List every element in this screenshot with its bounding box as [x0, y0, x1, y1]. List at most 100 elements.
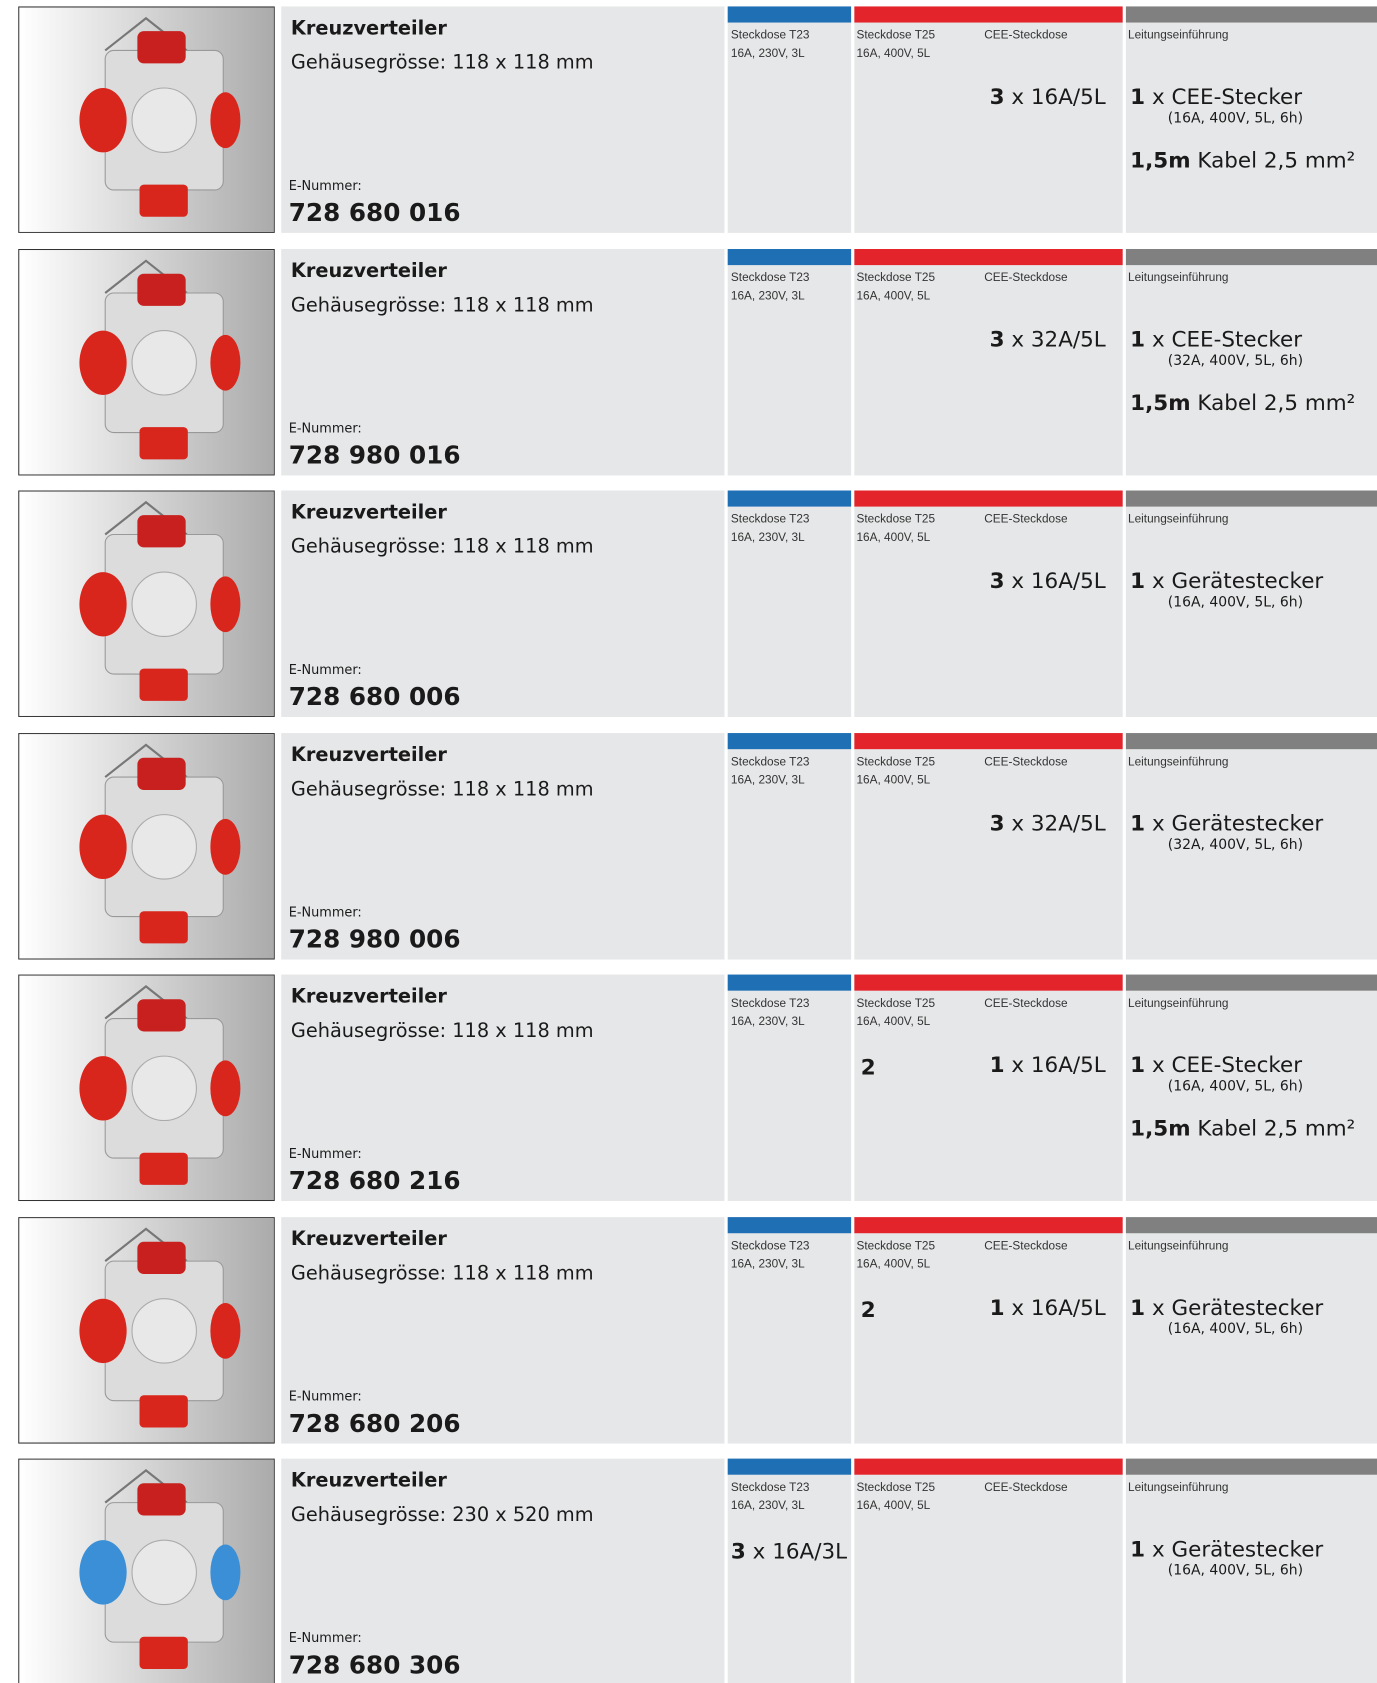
catalog-page: Kreuzverteiler Gehäusegrösse: 118 x 118 m…	[0, 0, 1377, 1683]
bar-blue	[728, 1217, 851, 1233]
bar-gray	[1126, 975, 1377, 991]
item: x CEE-Stecker	[1152, 1052, 1302, 1078]
t23-header-line: 16A, 230V, 3L	[731, 1497, 810, 1515]
e-number: 728 680 016	[289, 200, 461, 228]
housing-size: Gehäusegrösse: 118 x 118 mm	[291, 52, 594, 75]
bar-red	[854, 733, 1122, 749]
t23-header-line: Steckdose T23	[731, 511, 810, 529]
product-image	[18, 1217, 275, 1443]
t23-header-line: Steckdose T23	[731, 995, 810, 1013]
inlet-detail: (16A, 400V, 5L, 6h)	[1168, 1079, 1303, 1095]
inlet-detail: (32A, 400V, 5L, 6h)	[1168, 353, 1303, 369]
e-number-label: E-Nummer:	[289, 178, 362, 193]
t25-header-line: 16A, 400V, 5L	[856, 771, 935, 789]
product-image	[18, 975, 275, 1201]
t25-header-line: 16A, 400V, 5L	[856, 1013, 935, 1031]
count: 1	[990, 1294, 1005, 1320]
inlet-header: Leitungseinführung	[1128, 27, 1228, 45]
e-number: 728 680 216	[289, 1168, 461, 1196]
cable: 1,5m Kabel 2,5 mm²	[1130, 389, 1355, 415]
housing-size: Gehäusegrösse: 230 x 520 mm	[291, 1504, 594, 1527]
bar-red	[854, 1217, 1122, 1233]
cee-header: CEE-Steckdose	[984, 511, 1067, 529]
cee-header: CEE-Steckdose	[984, 1237, 1067, 1255]
count: 1	[1130, 326, 1145, 352]
t23-header-line: Steckdose T23	[731, 1479, 810, 1497]
bar-red	[854, 975, 1122, 991]
bar-blue	[728, 1459, 851, 1475]
t23-value: 3 x 16A/3L	[731, 1538, 847, 1564]
e-number: 728 680 306	[289, 1652, 461, 1680]
product-image	[18, 490, 275, 716]
cee-header: CEE-Steckdose	[984, 269, 1067, 287]
t23-header-line: 16A, 230V, 3L	[731, 287, 810, 305]
item: x Gerätestecker	[1152, 568, 1323, 594]
product-title: Kreuzverteiler	[291, 1469, 447, 1492]
t25-header-line: Steckdose T25	[856, 511, 935, 529]
t25-header-line: Steckdose T25	[856, 27, 935, 45]
cee-value: 3 x 16A/5L	[990, 84, 1106, 110]
spec: x 32A/5L	[1011, 326, 1105, 352]
bar-gray	[1126, 490, 1377, 506]
e-number: 728 980 006	[289, 926, 461, 954]
product-title: Kreuzverteiler	[291, 985, 447, 1008]
count: 3	[990, 84, 1005, 110]
cable-length: 1,5m	[1130, 389, 1190, 415]
cee-value: 3 x 32A/5L	[990, 810, 1106, 836]
housing-size: Gehäusegrösse: 118 x 118 mm	[291, 1262, 594, 1285]
t25-header-line: 16A, 400V, 5L	[856, 529, 935, 547]
t23-header-line: Steckdose T23	[731, 753, 810, 771]
bar-gray	[1126, 733, 1377, 749]
inlet-header: Leitungseinführung	[1128, 269, 1228, 287]
item: x Gerätestecker	[1152, 1536, 1323, 1562]
spec: x 32A/5L	[1011, 810, 1105, 836]
t25-header-line: Steckdose T25	[856, 753, 935, 771]
inlet-header: Leitungseinführung	[1128, 1479, 1228, 1497]
product-title: Kreuzverteiler	[291, 17, 447, 40]
count: 1	[1130, 810, 1145, 836]
cable-spec: Kabel 2,5 mm²	[1197, 389, 1355, 415]
cable: 1,5m Kabel 2,5 mm²	[1130, 147, 1355, 173]
item: x Gerätestecker	[1152, 1294, 1323, 1320]
bar-blue	[728, 490, 851, 506]
inlet-value: 1 x Gerätestecker	[1130, 1294, 1323, 1320]
t25-header-line: 16A, 400V, 5L	[856, 287, 935, 305]
t25-header-line: 16A, 400V, 5L	[856, 1255, 935, 1273]
e-number: 728 680 006	[289, 684, 461, 712]
e-number-label: E-Nummer:	[289, 1388, 362, 1403]
t23-header-line: 16A, 230V, 3L	[731, 1255, 810, 1273]
t25-header-line: Steckdose T25	[856, 1479, 935, 1497]
description-panel: Kreuzverteiler Gehäusegrösse: 118 x 118 m…	[281, 6, 724, 232]
t23-header-line: Steckdose T23	[731, 269, 810, 287]
count: 1	[990, 1052, 1005, 1078]
t23-header-line: Steckdose T23	[731, 27, 810, 45]
cee-header: CEE-Steckdose	[984, 27, 1067, 45]
cee-header: CEE-Steckdose	[984, 995, 1067, 1013]
inlet-value: 1 x Gerätestecker	[1130, 568, 1323, 594]
product-image	[18, 6, 275, 232]
product-title: Kreuzverteiler	[291, 743, 447, 766]
cee-value: 3 x 32A/5L	[990, 326, 1106, 352]
